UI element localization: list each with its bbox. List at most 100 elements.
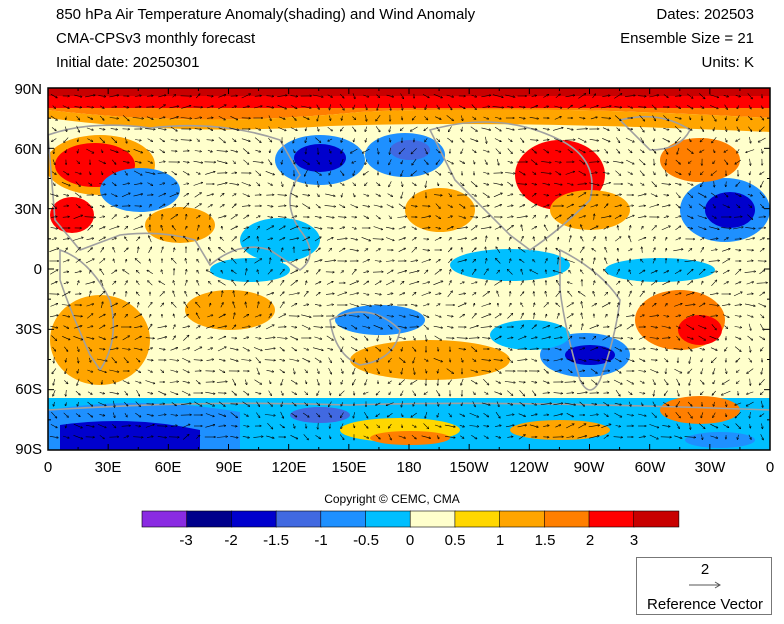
wind-vector — [578, 205, 585, 206]
wind-vector — [399, 147, 406, 154]
wind-vector — [627, 182, 633, 185]
wind-vector — [578, 149, 585, 152]
wind-vector — [268, 159, 271, 164]
wind-vector — [735, 159, 742, 164]
wind-vector — [241, 182, 251, 185]
wind-vector — [435, 203, 440, 209]
wind-vector — [690, 116, 691, 119]
wind-vector — [328, 159, 331, 164]
wind-vector — [506, 226, 513, 231]
wind-vector — [554, 105, 561, 108]
wind-vector — [602, 127, 609, 131]
wind-vector — [98, 227, 105, 230]
wind-vector — [483, 116, 489, 119]
wind-vector — [748, 126, 751, 132]
wind-vector — [735, 95, 741, 96]
wind-vector — [566, 204, 574, 208]
wind-vector — [674, 125, 681, 132]
wind-vector — [74, 94, 81, 97]
wind-vector — [389, 159, 392, 164]
wind-vector — [158, 95, 165, 98]
wind-vector — [124, 227, 128, 230]
wind-vector — [255, 170, 261, 176]
lon-label-120e: 120E — [271, 459, 306, 476]
wind-vector — [589, 182, 599, 185]
wind-vector — [135, 140, 141, 141]
wind-vector — [132, 118, 144, 119]
wind-vector — [365, 138, 366, 142]
wind-vector — [76, 160, 80, 164]
wind-vector — [652, 115, 656, 120]
wind-vector — [471, 193, 477, 196]
wind-vector — [61, 182, 70, 185]
wind-vector — [277, 95, 286, 97]
wind-vector — [458, 215, 466, 218]
wind-vector — [352, 182, 356, 186]
wind-vectors — [49, 93, 767, 440]
wind-vector — [194, 118, 202, 119]
wind-vector — [317, 126, 318, 131]
wind-vector — [688, 138, 691, 142]
wind-vector — [222, 226, 223, 230]
wind-vector — [241, 138, 250, 142]
wind-vector — [50, 227, 58, 228]
wind-vector — [51, 203, 57, 208]
wind-vector — [578, 193, 585, 198]
wind-vector — [426, 180, 427, 187]
wind-vector — [519, 205, 525, 208]
wind-vector — [555, 195, 561, 196]
wind-vector — [747, 214, 752, 220]
wind-vector — [124, 136, 127, 143]
wind-vector — [531, 194, 536, 197]
wind-vector — [411, 206, 417, 207]
wind-vector — [324, 205, 336, 206]
wind-vector — [398, 203, 405, 209]
wind-vector — [423, 170, 429, 175]
wind-vector — [625, 215, 634, 219]
wind-vector — [507, 206, 513, 207]
wind-vector — [687, 104, 693, 109]
wind-vector — [65, 149, 66, 152]
wind-vector — [290, 127, 297, 131]
wind-vector — [493, 193, 502, 198]
wind-vector — [196, 138, 200, 142]
wind-vector — [158, 105, 165, 110]
wind-vector — [507, 217, 513, 218]
wind-vector — [63, 194, 68, 195]
wind-vector — [373, 204, 382, 207]
wind-vector — [565, 95, 575, 98]
wind-vector — [519, 107, 525, 108]
wind-vector — [686, 148, 693, 154]
wind-vector — [590, 117, 597, 120]
lon-label-180: 180 — [396, 459, 421, 476]
wind-vector — [578, 216, 586, 219]
wind-vector — [578, 105, 585, 109]
wind-vector — [277, 217, 286, 218]
wind-vector — [447, 104, 452, 109]
wind-vector — [675, 216, 680, 219]
wind-vector — [362, 205, 370, 206]
wind-vector — [483, 206, 489, 207]
wind-vector — [217, 105, 226, 110]
wind-vector — [252, 161, 263, 162]
lon-label-150e: 150E — [331, 459, 366, 476]
wind-vector — [411, 226, 417, 230]
reference-vector-label: Reference Vector — [647, 596, 763, 613]
wind-vector — [747, 116, 752, 119]
wind-vector — [325, 193, 335, 196]
wind-vector — [375, 215, 380, 218]
wind-vector — [701, 171, 704, 174]
colorbar-label: 3 — [630, 532, 638, 549]
wind-vector — [122, 161, 129, 162]
wind-vector — [603, 162, 609, 163]
reference-vector-legend: 2 Reference Vector — [636, 557, 772, 615]
wind-vector — [436, 159, 441, 165]
wind-vector — [111, 159, 116, 164]
wind-vector — [216, 160, 227, 164]
wind-vector — [480, 227, 491, 230]
wind-vector — [687, 192, 693, 198]
wind-vector — [447, 171, 452, 174]
wind-vector — [483, 182, 489, 185]
wind-vector — [87, 226, 93, 231]
wind-vector — [109, 118, 119, 119]
